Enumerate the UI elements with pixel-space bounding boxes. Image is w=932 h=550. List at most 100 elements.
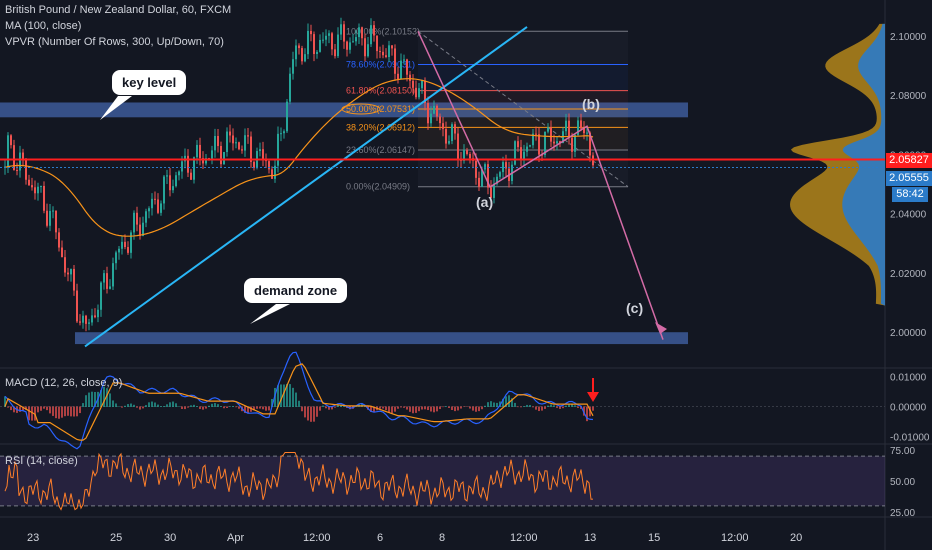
fib-band xyxy=(418,108,628,128)
time-axis-tick: 20 xyxy=(790,532,802,544)
macd-histogram-bar xyxy=(25,406,27,410)
macd-histogram-bar xyxy=(580,406,582,409)
macd-histogram-bar xyxy=(511,398,513,407)
candle-body xyxy=(169,175,171,191)
macd-histogram-bar xyxy=(172,401,174,407)
candle-body xyxy=(547,127,549,132)
candle-body xyxy=(76,290,78,322)
candle-body xyxy=(61,247,63,258)
macd-axis-tick: -0.01000 xyxy=(890,433,930,444)
candle-body xyxy=(493,183,495,198)
macd-histogram-bar xyxy=(277,385,279,407)
candle-body xyxy=(127,247,129,253)
macd-histogram-bar xyxy=(481,406,483,410)
macd-histogram-bar xyxy=(31,406,33,421)
candle-body xyxy=(100,282,102,310)
macd-histogram-bar xyxy=(193,404,195,407)
time-axis-tick: 12:00 xyxy=(303,532,331,544)
macd-histogram-bar xyxy=(562,406,564,409)
candle-body xyxy=(433,105,435,114)
candle-body xyxy=(64,257,66,273)
candle-body xyxy=(253,161,255,168)
macd-histogram-bar xyxy=(73,406,75,417)
candle-body xyxy=(475,160,477,178)
candle-body xyxy=(115,252,117,264)
fib-band xyxy=(418,64,628,91)
macd-histogram-bar xyxy=(10,406,12,411)
key-level-callout[interactable]: key level xyxy=(112,70,187,95)
candle-body xyxy=(550,127,552,142)
candle-body xyxy=(544,131,546,156)
macd-histogram-bar xyxy=(529,405,531,407)
candle-body xyxy=(49,210,51,226)
rsi-legend[interactable]: RSI (14, close) xyxy=(5,455,78,467)
candle-body xyxy=(148,208,150,212)
candle-body xyxy=(259,149,261,152)
macd-histogram-bar xyxy=(28,406,30,421)
candle-body xyxy=(274,165,276,179)
candle-body xyxy=(136,212,138,225)
macd-histogram-bar xyxy=(523,406,525,407)
macd-histogram-bar xyxy=(403,406,405,408)
macd-histogram-bar xyxy=(310,406,312,422)
ma-line xyxy=(4,78,594,237)
candle-body xyxy=(535,133,537,135)
macd-histogram-bar xyxy=(19,406,21,412)
macd-histogram-bar xyxy=(52,406,54,416)
macd-histogram-bar xyxy=(124,405,126,407)
vpvr-legend[interactable]: VPVR (Number Of Rows, 300, Up/Down, 70) xyxy=(5,36,224,48)
macd-histogram-bar xyxy=(103,386,105,407)
macd-histogram-bar xyxy=(532,406,534,408)
macd-histogram-bar xyxy=(475,406,477,412)
symbol-legend[interactable]: British Pound / New Zealand Dollar, 60, … xyxy=(5,4,232,16)
macd-histogram-bar xyxy=(487,402,489,407)
candle-body xyxy=(133,212,135,233)
macd-legend[interactable]: MACD (12, 26, close, 9) xyxy=(5,377,123,389)
demand-zone-callout[interactable]: demand zone xyxy=(244,278,348,303)
macd-histogram-bar xyxy=(556,406,558,408)
candle-body xyxy=(565,120,567,132)
candle-body xyxy=(190,172,192,180)
macd-histogram-bar xyxy=(262,406,264,410)
candle-body xyxy=(328,33,330,36)
candle-body xyxy=(235,142,237,144)
macd-histogram-bar xyxy=(115,403,117,407)
macd-histogram-bar xyxy=(517,406,519,408)
price-axis-tick: 2.08000 xyxy=(890,91,927,102)
rsi-axis-tick: 75.00 xyxy=(890,446,915,457)
candle-body xyxy=(343,24,345,42)
rsi-axis-tick: 50.00 xyxy=(890,477,915,488)
ma-legend[interactable]: MA (100, close) xyxy=(5,20,82,32)
candle-body xyxy=(106,273,108,289)
macd-histogram-bar xyxy=(202,406,204,410)
fib-level-label: 0.00%(2.04909) xyxy=(346,182,410,192)
macd-histogram-bar xyxy=(181,406,183,409)
candle-body xyxy=(583,128,585,134)
candle-body xyxy=(445,129,447,144)
macd-histogram-bar xyxy=(187,406,189,408)
macd-histogram-bar xyxy=(235,406,237,408)
macd-histogram-bar xyxy=(571,403,573,407)
macd-histogram-bar xyxy=(232,406,234,407)
macd-histogram-bar xyxy=(157,404,159,407)
macd-histogram-bar xyxy=(259,406,261,409)
fib-level-label: 50.00%(2.07531) xyxy=(346,104,415,114)
candle-body xyxy=(31,185,33,188)
candle-body xyxy=(361,27,363,39)
time-axis-tick: 8 xyxy=(439,532,445,544)
candle-body xyxy=(193,157,195,180)
demand-zone xyxy=(75,332,688,345)
candle-body xyxy=(367,44,369,57)
macd-histogram-bar xyxy=(568,403,570,407)
candle-body xyxy=(301,48,303,62)
candle-body xyxy=(529,145,531,147)
macd-histogram-bar xyxy=(589,406,591,417)
macd-histogram-bar xyxy=(343,405,345,407)
macd-histogram-bar xyxy=(457,406,459,411)
macd-histogram-bar xyxy=(304,406,306,418)
macd-histogram-bar xyxy=(253,406,255,411)
macd-histogram-bar xyxy=(67,406,69,416)
macd-histogram-bar xyxy=(163,406,165,407)
candle-body xyxy=(175,175,177,187)
